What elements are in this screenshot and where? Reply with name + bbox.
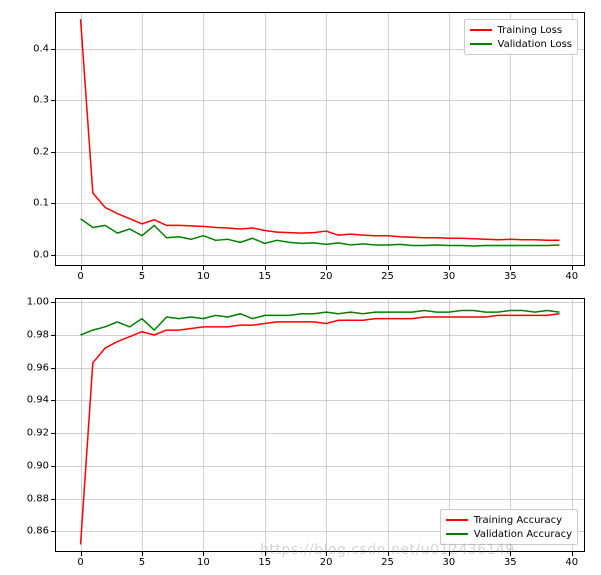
x-tick-label: 0 (77, 271, 83, 282)
legend-swatch (470, 29, 492, 31)
y-tick-mark (51, 335, 55, 336)
x-tick-label: 40 (565, 557, 578, 568)
y-tick-mark (51, 100, 55, 101)
legend-label: Validation Loss (498, 39, 573, 50)
y-tick-mark (51, 302, 55, 303)
y-tick-label: 0.90 (25, 460, 49, 471)
x-tick-label: 10 (197, 271, 210, 282)
x-tick-label: 20 (320, 271, 333, 282)
x-tick-mark (449, 552, 450, 556)
figure: Training Loss Validation Loss Training Ac… (0, 0, 601, 575)
x-tick-label: 10 (197, 557, 210, 568)
legend-swatch (446, 519, 468, 521)
x-tick-mark (572, 266, 573, 270)
x-tick-mark (510, 266, 511, 270)
x-tick-mark (388, 266, 389, 270)
x-tick-mark (203, 552, 204, 556)
y-tick-mark (51, 49, 55, 50)
accuracy-chart-panel: Training Accuracy Validation Accuracy (55, 298, 585, 552)
y-tick-mark (51, 466, 55, 467)
x-tick-label: 35 (504, 271, 517, 282)
x-tick-label: 0 (77, 557, 83, 568)
y-tick-label: 0.0 (25, 249, 49, 260)
y-tick-label: 0.3 (25, 95, 49, 106)
x-tick-mark (326, 266, 327, 270)
y-tick-label: 0.94 (25, 395, 49, 406)
y-tick-mark (51, 203, 55, 204)
x-tick-mark (142, 266, 143, 270)
legend-swatch (446, 533, 468, 535)
y-tick-label: 0.92 (25, 428, 49, 439)
y-tick-mark (51, 499, 55, 500)
y-tick-mark (51, 531, 55, 532)
y-tick-label: 0.1 (25, 198, 49, 209)
x-tick-mark (81, 266, 82, 270)
x-tick-label: 40 (565, 271, 578, 282)
x-tick-mark (203, 266, 204, 270)
y-tick-mark (51, 433, 55, 434)
legend-swatch (470, 43, 492, 45)
legend-label: Training Loss (498, 25, 563, 36)
y-tick-label: 0.2 (25, 146, 49, 157)
x-tick-label: 15 (258, 557, 271, 568)
x-tick-label: 25 (381, 557, 394, 568)
x-tick-mark (265, 552, 266, 556)
y-tick-mark (51, 255, 55, 256)
x-tick-mark (265, 266, 266, 270)
y-tick-mark (51, 152, 55, 153)
y-tick-label: 0.98 (25, 330, 49, 341)
loss-chart-panel: Training Loss Validation Loss (55, 12, 585, 266)
legend-label: Training Accuracy (474, 515, 562, 526)
chart-legend: Training Loss Validation Loss (464, 19, 579, 55)
x-tick-mark (510, 552, 511, 556)
x-tick-label: 5 (139, 557, 145, 568)
x-tick-mark (449, 266, 450, 270)
y-tick-mark (51, 400, 55, 401)
x-tick-mark (572, 552, 573, 556)
legend-entry: Training Accuracy (446, 513, 572, 527)
y-tick-mark (51, 368, 55, 369)
x-tick-mark (142, 552, 143, 556)
x-tick-label: 30 (443, 557, 456, 568)
chart-legend: Training Accuracy Validation Accuracy (440, 509, 578, 545)
y-tick-label: 0.88 (25, 493, 49, 504)
legend-entry: Validation Accuracy (446, 527, 572, 541)
legend-label: Validation Accuracy (474, 529, 572, 540)
x-tick-label: 30 (443, 271, 456, 282)
x-tick-mark (81, 552, 82, 556)
x-tick-mark (388, 552, 389, 556)
x-tick-mark (326, 552, 327, 556)
y-tick-label: 0.96 (25, 362, 49, 373)
x-tick-label: 15 (258, 271, 271, 282)
y-tick-label: 1.00 (25, 297, 49, 308)
y-tick-label: 0.86 (25, 526, 49, 537)
legend-entry: Validation Loss (470, 37, 573, 51)
legend-entry: Training Loss (470, 23, 573, 37)
x-tick-label: 25 (381, 271, 394, 282)
x-tick-label: 5 (139, 271, 145, 282)
x-tick-label: 20 (320, 557, 333, 568)
y-tick-label: 0.4 (25, 44, 49, 55)
x-tick-label: 35 (504, 557, 517, 568)
